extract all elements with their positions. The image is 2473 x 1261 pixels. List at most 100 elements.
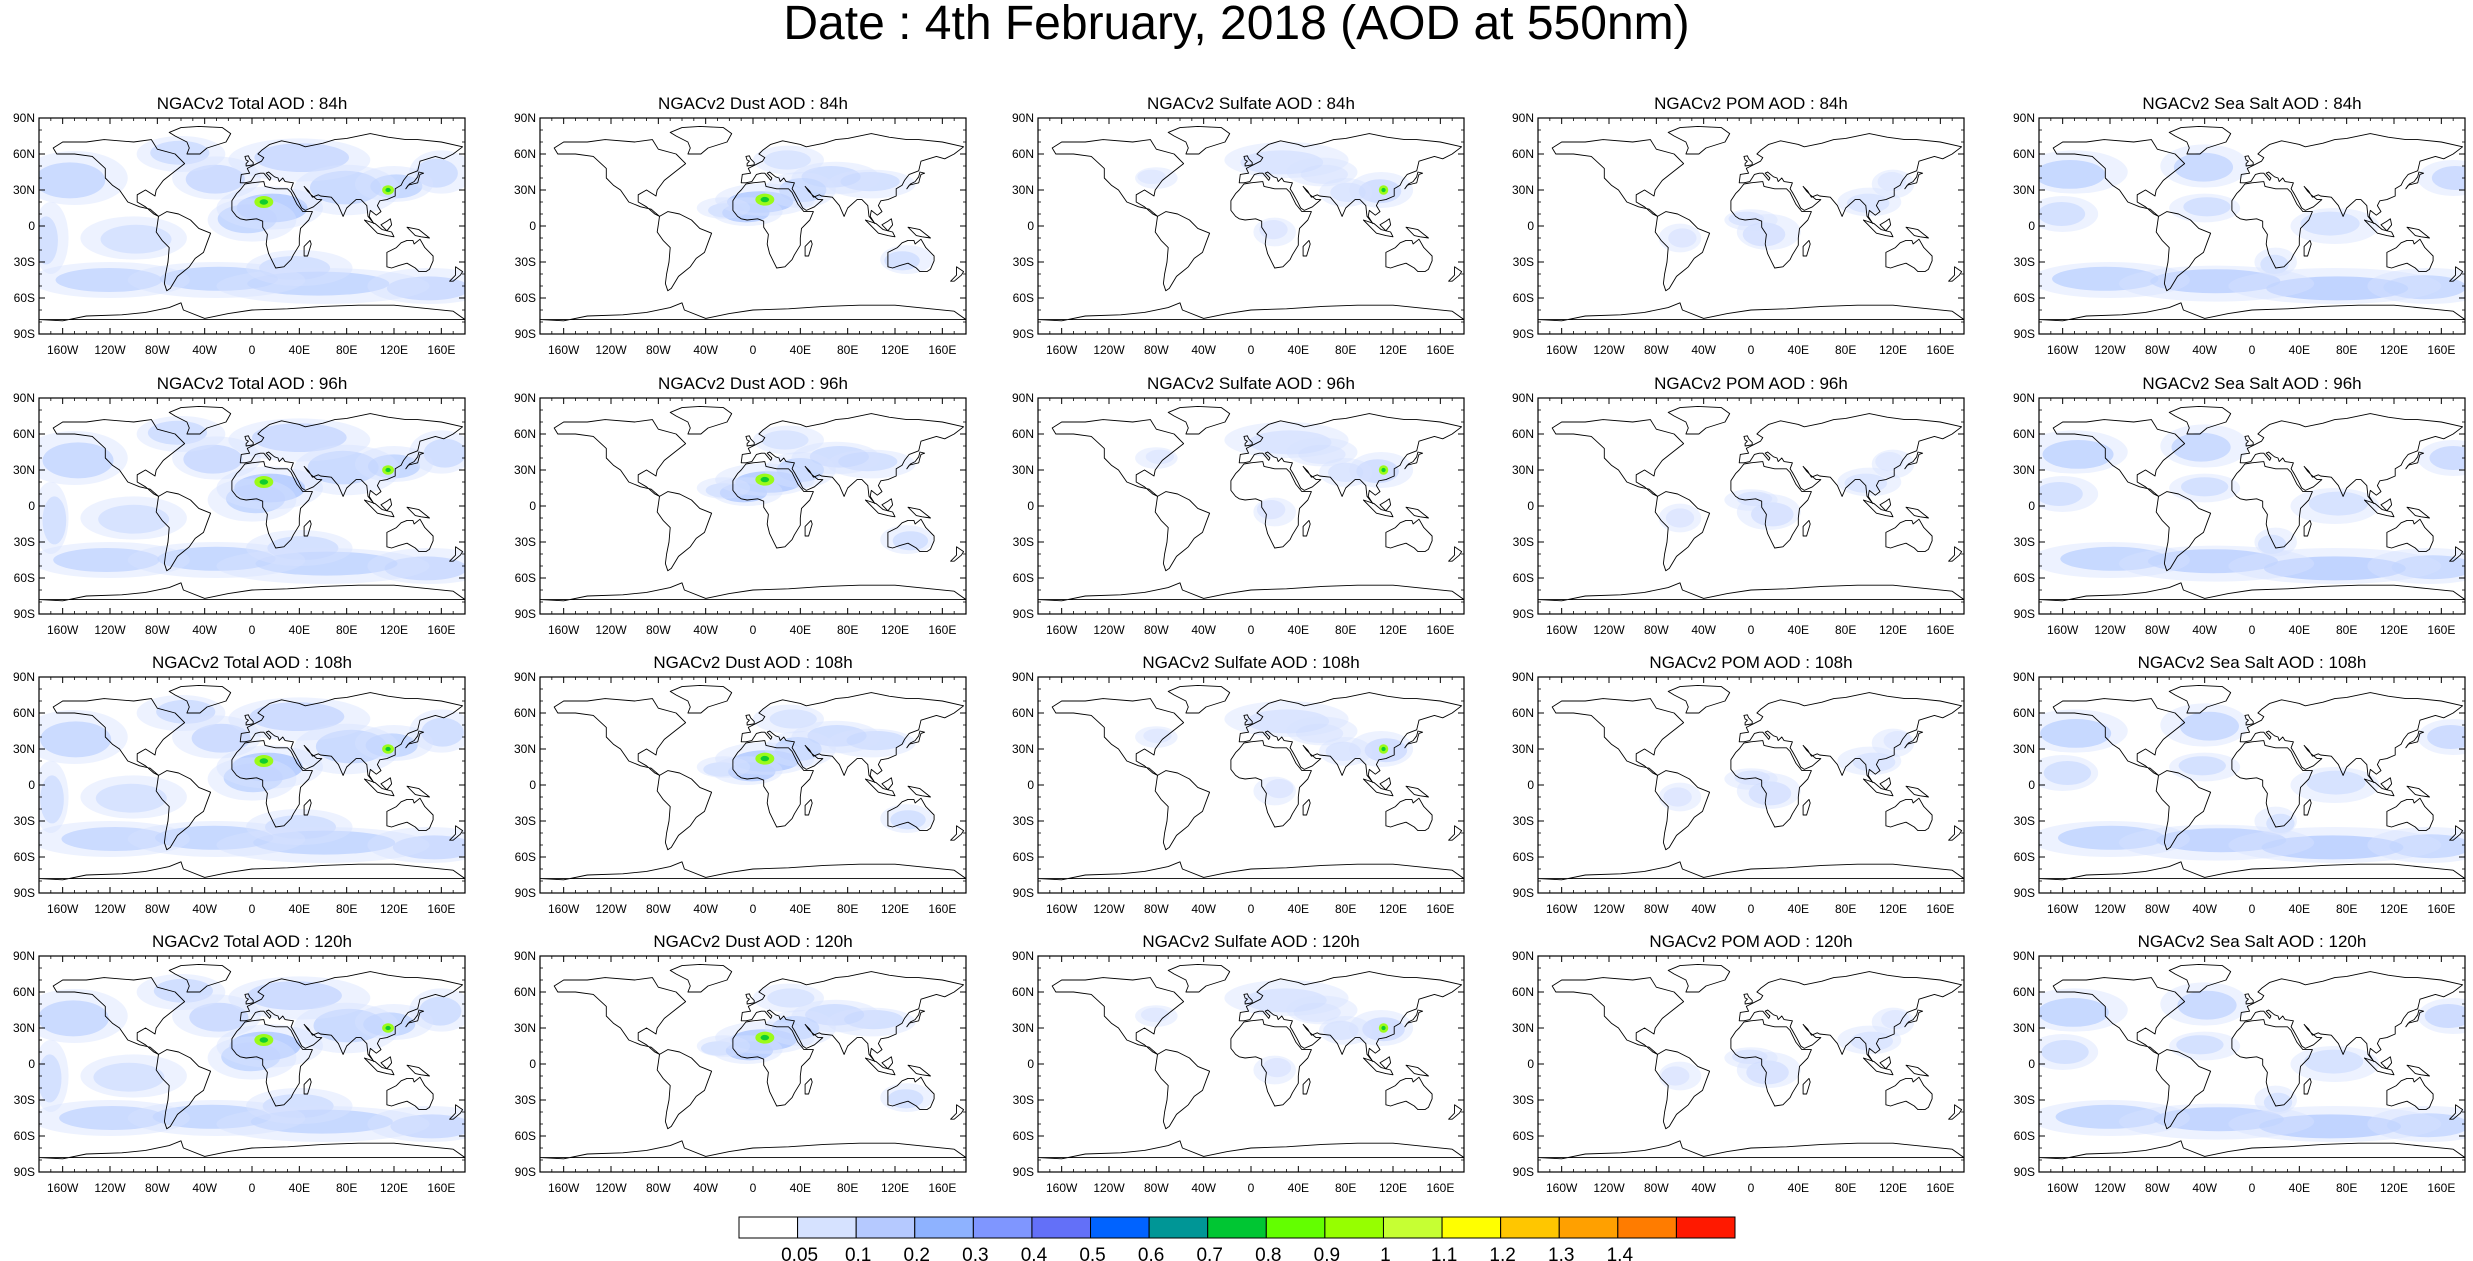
lat-tick-label: 60N [13, 427, 35, 441]
aod-field [1145, 449, 1175, 464]
colorbar-swatch [1207, 1216, 1267, 1239]
lon-tick-label: 80E [2336, 343, 2357, 357]
coastline-newZealand [2449, 825, 2464, 841]
lat-tick-label: 0 [1527, 1057, 1534, 1071]
lon-tick-label: 160E [1426, 902, 1454, 916]
lon-tick-label: 0 [2249, 623, 2256, 637]
coastline-indonesia [1862, 219, 1894, 238]
coastline-madagascar [303, 798, 312, 816]
coastline-borneo [1379, 1056, 1392, 1070]
coastline-northAmerica [1551, 419, 1685, 497]
lat-tick-label: 90N [1012, 111, 1034, 125]
lat-tick-label: 30S [2014, 814, 2035, 828]
aod-field [2042, 440, 2114, 469]
coastline-australia [1385, 797, 1433, 832]
aod-field [189, 1002, 249, 1032]
lat-tick-label: 90S [515, 1165, 536, 1179]
lon-tick-label: 120W [595, 623, 627, 637]
lat-tick-label: 0 [28, 778, 35, 792]
aod-field [39, 162, 106, 199]
lat-tick-label: 90N [514, 391, 536, 405]
aod-field [53, 548, 160, 572]
lon-tick-label: 160W [2047, 623, 2079, 637]
coastline-australia [2386, 1076, 2434, 1111]
aod-field [309, 170, 381, 205]
lon-tick-label: 120W [2094, 902, 2126, 916]
coastline-greenland [2168, 405, 2232, 435]
lat-tick-label: 60N [1512, 427, 1534, 441]
coastline-greenland [1167, 125, 1231, 155]
coastline-newGuinea [907, 226, 931, 239]
lon-tick-label: 40E [1288, 343, 1309, 357]
panel-title-seasalt: NGACv2 Sea Salt AOD : 120h [2137, 932, 2367, 951]
coastline-australia [887, 238, 935, 273]
coastline-southAmerica [2155, 770, 2212, 851]
coastline-antarctica [2039, 1140, 2465, 1160]
aod-field [421, 717, 464, 747]
coastline-africa [231, 1019, 313, 1107]
panel-title-total: NGACv2 Total AOD : 84h [156, 94, 348, 113]
lat-tick-label: 0 [2028, 219, 2035, 233]
lat-tick-label: 0 [2028, 499, 2035, 513]
aod-field [2300, 211, 2360, 236]
coastline-newZealand [1448, 825, 1463, 841]
panel-title-sulfate: NGACv2 Sulfate AOD : 84h [1147, 94, 1355, 113]
lon-tick-label: 120W [94, 623, 126, 637]
coastline-newZealand [449, 1104, 464, 1120]
coastline-greenland [669, 405, 733, 435]
coastline-australia [2386, 238, 2434, 273]
coastline-newGuinea [1905, 226, 1929, 239]
lat-tick-label: 90S [1513, 607, 1534, 621]
lon-tick-label: 80E [2336, 623, 2357, 637]
aod-field [1327, 462, 1364, 482]
coastline-northAmerica [1051, 698, 1185, 776]
colorbar-swatch [1324, 1216, 1384, 1239]
lon-tick-label: 40E [289, 343, 310, 357]
lat-tick-label: 60S [1013, 850, 1034, 864]
lon-tick-label: 80E [837, 902, 858, 916]
coastline-greenland [168, 405, 232, 435]
lat-tick-label: 0 [1027, 778, 1034, 792]
lat-tick-label: 90S [14, 327, 35, 341]
coastline-northAmerica [1551, 977, 1685, 1055]
aod-field [61, 827, 168, 851]
colorbar-swatch [1617, 1216, 1677, 1239]
coastline-greenland [2168, 125, 2232, 155]
aod-field [415, 158, 458, 188]
panel-title-dust: NGACv2 Dust AOD : 120h [653, 932, 853, 951]
coastline-madagascar [804, 519, 813, 537]
coastline-southAmerica [1154, 770, 1211, 851]
lon-tick-label: 80W [2145, 1181, 2170, 1195]
coastline-borneo [2380, 218, 2393, 232]
lat-tick-label: 90N [2013, 949, 2035, 963]
coastline-australia [386, 797, 434, 832]
aod-field [771, 1016, 820, 1040]
lat-tick-label: 60S [515, 291, 536, 305]
lat-tick-label: 30S [515, 535, 536, 549]
lat-tick-label: 0 [1527, 499, 1534, 513]
aod-field [255, 551, 398, 576]
lon-tick-label: 120W [94, 902, 126, 916]
panel-title-total: NGACv2 Total AOD : 120h [151, 932, 352, 951]
colorbar-label: 0.3 [962, 1245, 988, 1261]
lon-tick-label: 40W [693, 1181, 718, 1195]
lon-tick-label: 80E [336, 902, 357, 916]
lon-tick-label: 160W [548, 343, 580, 357]
coastline-madagascar [2303, 519, 2312, 537]
lon-tick-label: 40W [2192, 1181, 2217, 1195]
lon-tick-label: 40W [192, 623, 217, 637]
lon-tick-label: 120E [1379, 343, 1407, 357]
lon-tick-label: 80E [837, 343, 858, 357]
coastline-northAmerica [553, 698, 687, 776]
aod-field [367, 454, 421, 479]
aod-field [2308, 491, 2368, 516]
lon-tick-label: 120W [1093, 1181, 1125, 1195]
coastline-japan [1904, 451, 1924, 470]
aod-field [247, 271, 390, 296]
lat-tick-label: 90S [515, 607, 536, 621]
lat-tick-label: 90N [13, 391, 35, 405]
colorbar-label: 0.1 [845, 1245, 871, 1261]
panel-title-sulfate: NGACv2 Sulfate AOD : 96h [1147, 374, 1355, 393]
lat-tick-label: 90S [14, 886, 35, 900]
